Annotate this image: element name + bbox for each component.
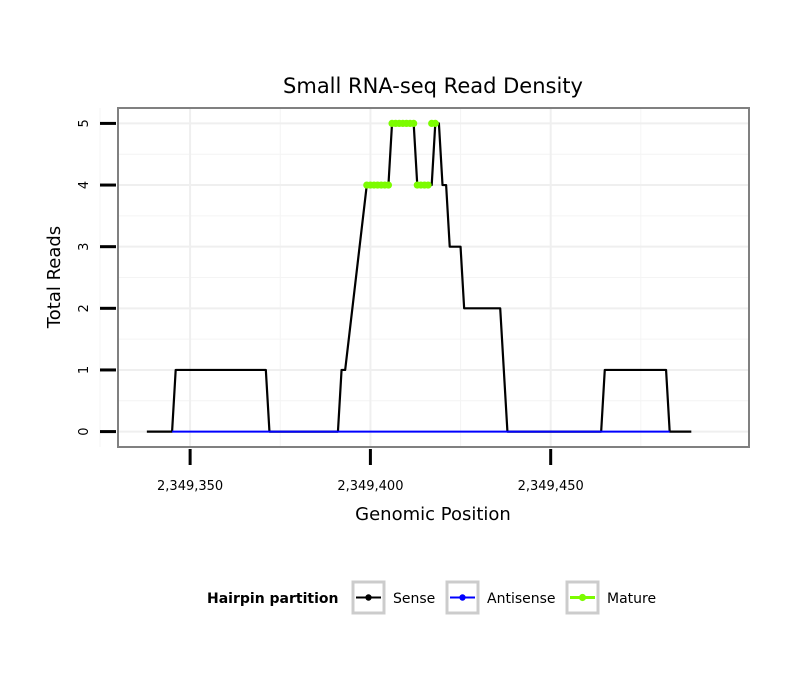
- legend: Hairpin partition Sense Antisense Mature: [207, 580, 656, 615]
- y-tick-label-4: 4: [77, 181, 92, 189]
- chart-title: Small RNA-seq Read Density: [283, 74, 583, 98]
- legend-label-sense: Sense: [393, 591, 435, 607]
- legend-entry-sense: Sense: [351, 580, 435, 615]
- legend-key-point-mature: [578, 593, 587, 602]
- legend-label-mature: Mature: [607, 591, 656, 607]
- mature-point-6: [384, 181, 393, 189]
- x-tick-label-2: 2,349,450: [518, 479, 584, 494]
- legend-label-antisense: Antisense: [487, 591, 556, 607]
- legend-key-point-sense: [365, 594, 372, 601]
- series-layer: [146, 119, 692, 433]
- legend-key-point-antisense: [459, 594, 466, 601]
- x-tick-label-1: 2,349,400: [337, 479, 403, 494]
- y-tick-label-2: 2: [77, 304, 92, 312]
- legend-entry-antisense: Antisense: [445, 580, 556, 615]
- y-tick-label-3: 3: [77, 243, 92, 251]
- y-axis-title: Total Reads: [44, 226, 65, 329]
- legend-entry-mature: Mature: [565, 580, 656, 615]
- x-tick-label-0: 2,349,350: [157, 479, 223, 494]
- legend-title: Hairpin partition: [207, 591, 338, 607]
- mature-point-19: [431, 119, 439, 128]
- y-tick-label-1: 1: [77, 366, 92, 374]
- mature-point-13: [410, 119, 418, 128]
- legend-entries: Sense Antisense Mature: [351, 580, 656, 615]
- y-tick-label-5: 5: [77, 119, 92, 127]
- x-axis-title: Genomic Position: [355, 504, 511, 525]
- plot-panel-border: [117, 107, 750, 448]
- axis-layer: 2,349,350 2,349,400 2,349,450 0 1 2 3 4 5: [77, 119, 584, 494]
- mature-point-17: [424, 181, 432, 189]
- y-tick-label-0: 0: [77, 427, 92, 435]
